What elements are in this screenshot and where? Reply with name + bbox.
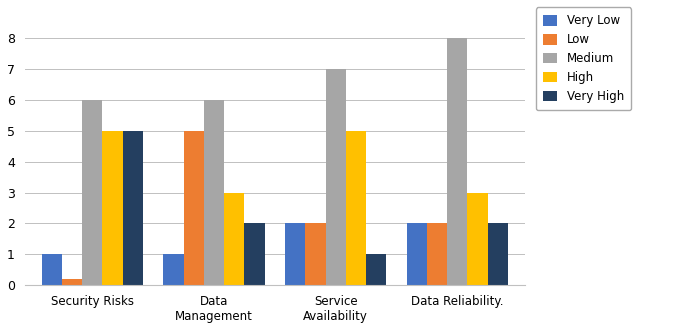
Legend: Very Low, Low, Medium, High, Very High: Very Low, Low, Medium, High, Very High — [536, 7, 631, 110]
Bar — [306, 223, 326, 285]
Bar — [164, 254, 184, 285]
Bar — [447, 38, 468, 285]
Bar — [244, 223, 264, 285]
Bar — [488, 223, 508, 285]
Bar — [285, 223, 306, 285]
Bar — [468, 192, 488, 285]
Bar — [346, 131, 366, 285]
Bar — [184, 131, 204, 285]
Bar — [366, 254, 386, 285]
Bar — [62, 279, 82, 285]
Bar — [204, 100, 224, 285]
Bar — [326, 69, 346, 285]
Bar — [427, 223, 447, 285]
Bar — [82, 100, 102, 285]
Bar — [406, 223, 427, 285]
Bar — [224, 192, 244, 285]
Bar — [102, 131, 122, 285]
Bar — [42, 254, 62, 285]
Bar — [122, 131, 143, 285]
